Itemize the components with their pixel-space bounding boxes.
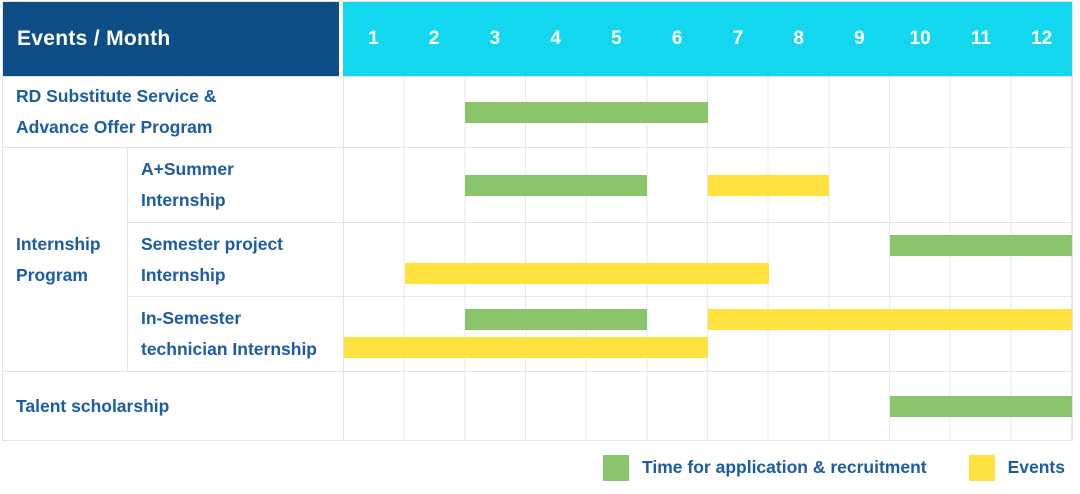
event-bar bbox=[404, 263, 769, 284]
events-swatch-icon bbox=[968, 454, 995, 481]
month-label-6: 6 bbox=[671, 28, 683, 49]
application-bar bbox=[465, 101, 708, 123]
group-label-internship-program: Internship Program bbox=[3, 147, 127, 371]
chart-row-rd bbox=[343, 76, 1072, 147]
legend: Time for application & recruitment Event… bbox=[0, 441, 1073, 494]
row-label-semester-project: Semester project Internship bbox=[127, 222, 343, 296]
month-label-7: 7 bbox=[732, 28, 744, 49]
chart-row-talent bbox=[343, 371, 1072, 440]
month-label-1: 1 bbox=[368, 28, 379, 49]
month-label-3: 3 bbox=[489, 28, 501, 49]
row-label-a-plus-summer: A+Summer Internship bbox=[127, 147, 343, 222]
event-bar bbox=[344, 337, 708, 358]
row-label-in-semester-technician: In-Semester technician Internship bbox=[127, 296, 343, 371]
table-header-title: Events / Month bbox=[3, 2, 343, 76]
month-label-11: 11 bbox=[970, 28, 991, 49]
month-label-4: 4 bbox=[550, 28, 561, 49]
application-swatch-icon bbox=[603, 454, 630, 481]
chart-row-summer bbox=[343, 147, 1072, 222]
row-label-rd-substitute: RD Substitute Service & Advance Offer Pr… bbox=[3, 76, 343, 147]
event-bar bbox=[708, 309, 1072, 330]
month-label-2: 2 bbox=[428, 28, 440, 49]
application-bar bbox=[465, 309, 648, 330]
month-label-12: 12 bbox=[1031, 28, 1053, 49]
application-bar bbox=[890, 395, 1072, 417]
legend-label-events: Events bbox=[1007, 457, 1065, 477]
application-bar bbox=[890, 235, 1072, 256]
event-bar bbox=[708, 174, 830, 196]
month-header-row: 1 2 3 4 5 6 7 8 9 10 11 12 bbox=[343, 2, 1072, 76]
application-bar bbox=[465, 174, 648, 196]
chart-row-semester-project bbox=[343, 222, 1072, 296]
chart-row-in-semester bbox=[343, 296, 1072, 371]
month-label-10: 10 bbox=[909, 28, 931, 49]
row-label-talent-scholarship: Talent scholarship bbox=[3, 371, 343, 440]
month-label-5: 5 bbox=[611, 28, 622, 49]
month-label-9: 9 bbox=[854, 28, 865, 49]
events-month-table: Events / Month 1 2 3 4 5 6 7 8 9 10 11 1… bbox=[2, 1, 1073, 441]
legend-item-events: Events bbox=[968, 454, 1065, 481]
month-label-8: 8 bbox=[793, 28, 804, 49]
legend-label-application: Time for application & recruitment bbox=[642, 457, 927, 477]
legend-item-application: Time for application & recruitment bbox=[603, 454, 927, 481]
